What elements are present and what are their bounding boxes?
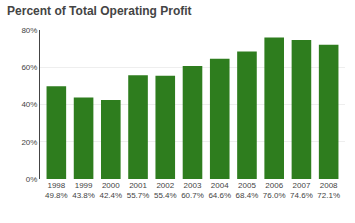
svg-text:200774.6%: 200774.6%: [290, 181, 313, 200]
svg-text:40%: 40%: [21, 100, 37, 109]
svg-text:200255.4%: 200255.4%: [154, 181, 177, 200]
svg-text:199849.8%: 199849.8%: [45, 181, 68, 200]
svg-text:60%: 60%: [21, 63, 37, 72]
svg-text:200360.7%: 200360.7%: [181, 181, 204, 200]
svg-text:200464.6%: 200464.6%: [208, 181, 231, 200]
svg-text:200568.4%: 200568.4%: [236, 181, 259, 200]
svg-text:Percent of Total Operating Pro: Percent of Total Operating Profit: [7, 4, 191, 18]
svg-text:200155.7%: 200155.7%: [127, 181, 150, 200]
svg-text:0%: 0%: [26, 175, 38, 184]
svg-text:199943.8%: 199943.8%: [72, 181, 95, 200]
svg-text:200872.1%: 200872.1%: [317, 181, 340, 200]
svg-text:20%: 20%: [21, 138, 37, 147]
svg-text:200042.4%: 200042.4%: [99, 181, 122, 200]
svg-text:200676.0%: 200676.0%: [263, 181, 286, 200]
svg-text:80%: 80%: [21, 26, 37, 35]
